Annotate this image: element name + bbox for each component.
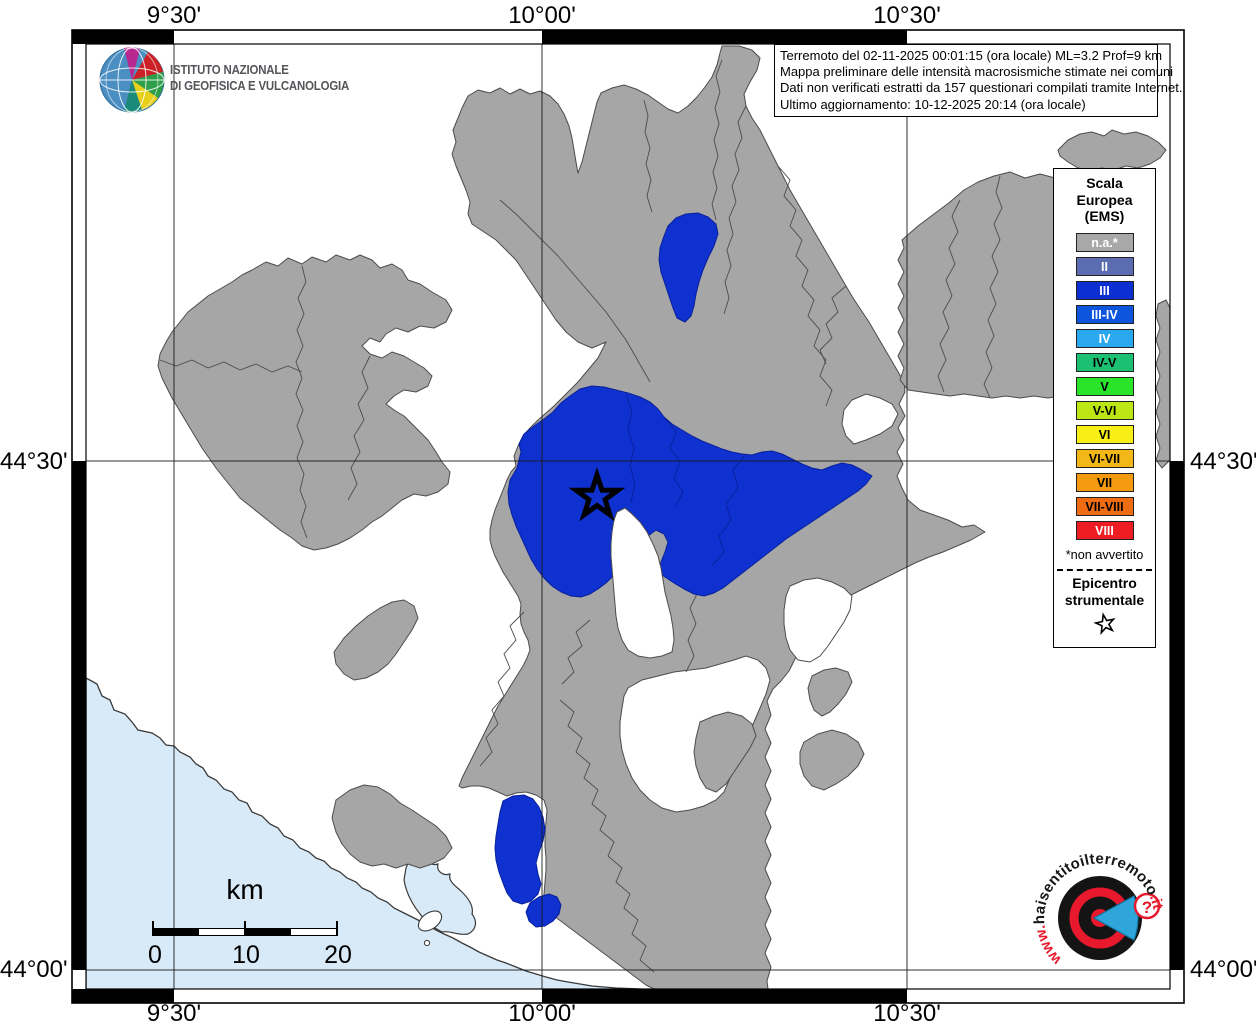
municipality-region (157, 254, 453, 551)
legend-title-line: Europea (1076, 191, 1133, 208)
question-badge (1133, 892, 1161, 920)
parallel-label-left-4430: 44°30' (0, 448, 68, 475)
scale-number-0: 0 (148, 941, 162, 969)
scale-tick (244, 921, 246, 935)
ingv-logo-text: ISTITUTO NAZIONALE DI GEOFISICA E VULCAN… (170, 62, 349, 93)
meridian-label-top-1030: 10°30' (873, 2, 941, 29)
blue-internal-borders (625, 393, 747, 567)
parallel-label-right-4400: 44°00' (1190, 956, 1256, 983)
islet (423, 939, 431, 947)
meridian-label-bottom-1030: 10°30' (873, 1000, 941, 1027)
legend-title-line: (EMS) (1084, 208, 1125, 224)
legend-item-v: V (1075, 376, 1134, 396)
municipalities-intensity-iii (494, 212, 873, 928)
scale-tick (152, 921, 154, 935)
terremoto-logo: ? www.haisentitoilterremoto.it (1031, 850, 1166, 968)
parallel-label-left-4400: 44°00' (0, 956, 68, 983)
epicenter-star-icon (568, 467, 626, 522)
event-info-line: Dati non verificati estratti da 157 ques… (780, 80, 1183, 96)
meridian-label-top-1000: 10°00' (508, 2, 576, 29)
event-info-line: Ultimo aggiornamento: 10-12-2025 20:14 (… (780, 96, 1086, 112)
meridian-label-bottom-930: 9°30' (146, 1000, 202, 1027)
legend-epicenter-line: Epicentro (1072, 574, 1137, 591)
legend-item-vi: VI (1075, 424, 1134, 444)
legend-item-vi-vii: VI-VII (1075, 448, 1134, 468)
legend-item-iii: III (1075, 280, 1134, 300)
intensity-legend: Scala Europea (EMS) n.a.* II III III-IV … (1053, 168, 1156, 648)
ingv-globe-icon (99, 47, 165, 113)
municipality-region-blue (658, 212, 719, 323)
municipal-borders (159, 59, 1003, 973)
municipality-region (1155, 299, 1170, 469)
legend-item-na: n.a.* (1075, 232, 1134, 252)
municipality-region (1057, 129, 1167, 171)
island (417, 910, 443, 932)
map-frame (71, 29, 1185, 1004)
scale-seg (153, 929, 199, 935)
legend-item-viii: VIII (1075, 520, 1134, 540)
legend-title-line: Scala (1086, 175, 1123, 191)
legend-footnote: *non avvertito (1065, 547, 1144, 562)
parallel-label-right-4430: 44°30' (1190, 448, 1256, 475)
map-layers (86, 44, 1170, 989)
legend-epicenter-line: strumentale (1064, 591, 1145, 608)
event-info-line: Terremoto del 02-11-2025 00:01:15 (ora l… (780, 48, 1163, 63)
sea (86, 677, 651, 989)
municipality-region-blue (507, 385, 873, 598)
legend-divider (1057, 568, 1152, 571)
municipality-islets (693, 667, 865, 793)
ingv-line1: ISTITUTO NAZIONALE (170, 62, 289, 77)
no-coverage-notch (610, 507, 675, 659)
legend-item-iii-iv: III-IV (1075, 304, 1134, 324)
legend-star-icon (1092, 611, 1116, 635)
scale-seg (245, 929, 291, 935)
ingv-line2: DI GEOFISICA E VULCANOLOGIA (170, 77, 350, 93)
legend-item-ii: II (1075, 256, 1134, 276)
scale-tick (336, 921, 338, 935)
scale-number-20: 20 (324, 941, 352, 969)
meridian-label-bottom-1000: 10°00' (508, 1000, 576, 1027)
municipality-region-blue (494, 794, 546, 905)
legend-item-vii: VII (1075, 472, 1134, 492)
event-info-line: Mappa preliminare delle intensità macros… (780, 64, 1174, 80)
scale-seg (291, 929, 337, 935)
legend-item-iv: IV (1075, 328, 1134, 348)
question-mark: ? (1142, 898, 1152, 917)
municipality-region-blue (525, 893, 562, 928)
graticule (86, 44, 1170, 989)
scale-unit-label: km (226, 874, 264, 905)
municipality-region (331, 784, 453, 869)
legend-item-iv-v: IV-V (1075, 352, 1134, 372)
scale-number-10: 10 (232, 941, 260, 969)
event-info-box: Terremoto del 02-11-2025 00:01:15 (ora l… (774, 44, 1183, 117)
meridian-label-top-930: 9°30' (146, 2, 202, 29)
scale-seg (199, 929, 245, 935)
municipality-region (333, 599, 419, 681)
legend-item-vii-viii: VII-VIII (1075, 496, 1134, 516)
legend-item-v-vi: V-VI (1075, 400, 1134, 420)
megaphone-icon (1092, 895, 1139, 941)
